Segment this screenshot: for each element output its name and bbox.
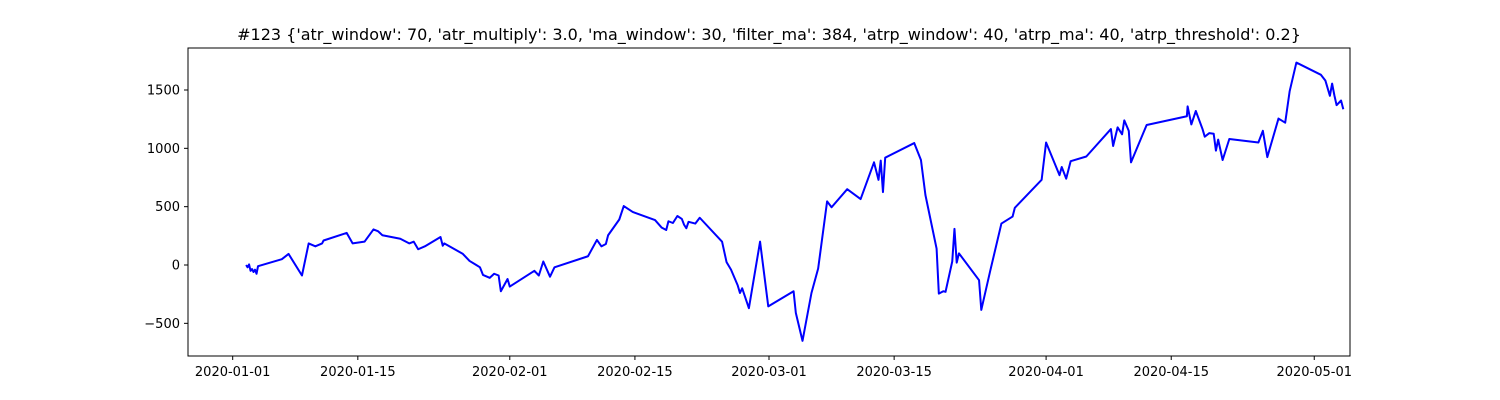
- x-tick-label: 2020-05-01: [1276, 365, 1352, 380]
- x-tick-label: 2020-02-01: [472, 365, 548, 380]
- x-tick-label: 2020-04-01: [1008, 365, 1084, 380]
- chart-title: #123 {'atr_window': 70, 'atr_multiply': …: [237, 25, 1301, 45]
- x-tick-label: 2020-03-15: [856, 365, 932, 380]
- x-tick-label: 2020-01-01: [195, 365, 271, 380]
- y-tick-label: 1000: [147, 142, 180, 157]
- x-tick-label: 2020-01-15: [320, 365, 396, 380]
- x-tick-label: 2020-03-01: [731, 365, 807, 380]
- plot-area: 2020-01-01 2020-01-15 2020-02-01 2020-02-15…: [144, 47, 1352, 380]
- x-tick-label: 2020-04-15: [1133, 365, 1209, 380]
- y-tick-label: 500: [155, 200, 180, 215]
- series-line: [245, 61, 1345, 342]
- y-tick-label: 1500: [147, 84, 180, 99]
- y-tick-label: −500: [144, 317, 180, 332]
- y-tick-label: 0: [172, 259, 180, 274]
- x-tick-label: 2020-02-15: [597, 365, 673, 380]
- axes-frame: [187, 47, 1351, 357]
